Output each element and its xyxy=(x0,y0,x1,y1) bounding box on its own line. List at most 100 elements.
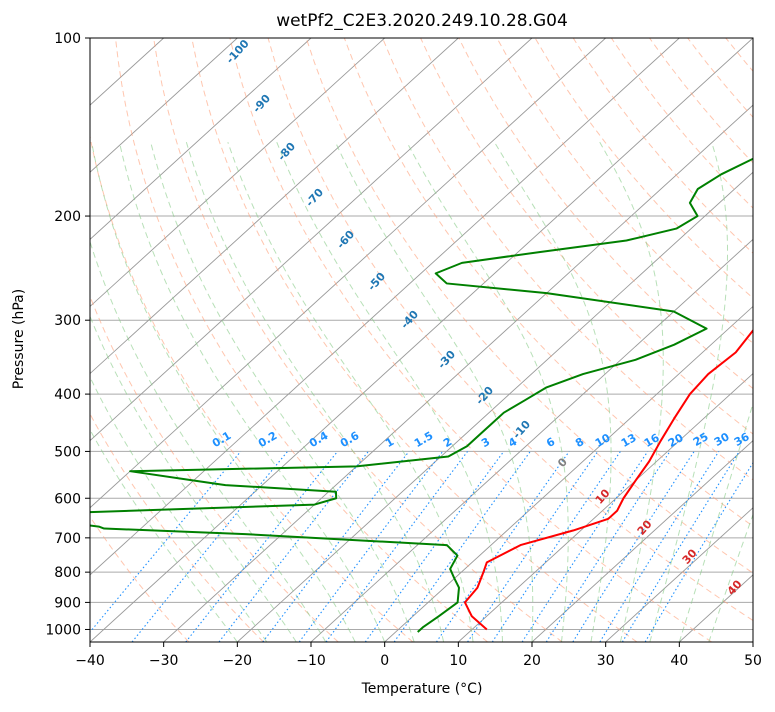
y-tick-label: 700 xyxy=(54,531,81,547)
isotherm-line xyxy=(90,38,753,642)
y-tick-label: 600 xyxy=(54,491,81,507)
dry-adiabat-label: -50 xyxy=(365,270,388,294)
mixing-ratio-line xyxy=(185,451,338,642)
dry-adiabat-line xyxy=(534,38,753,299)
mixing-ratio-label: 3 xyxy=(479,435,492,450)
mixing-ratio-line xyxy=(262,451,410,642)
x-tick-label: −10 xyxy=(296,653,326,669)
mixing-ratio-line xyxy=(325,451,468,642)
mixing-ratio-line xyxy=(393,451,531,642)
dry-adiabat-line xyxy=(114,38,488,642)
y-tick-label: 800 xyxy=(54,565,81,581)
mixing-ratio-line xyxy=(491,451,621,642)
moist-adiabat-line xyxy=(150,142,415,642)
moist-adiabat-line xyxy=(708,513,753,642)
y-tick-label: 500 xyxy=(54,444,81,460)
mixing-ratio-line xyxy=(90,451,242,633)
x-tick-label: 30 xyxy=(597,653,615,669)
mixing-ratio-label: 2 xyxy=(441,435,454,450)
mixing-ratio-label: 20 xyxy=(666,431,686,450)
moist-adiabat-label: 40 xyxy=(725,577,745,597)
mixing-ratio-label: 10 xyxy=(593,431,613,450)
mixing-ratio-label: 0.4 xyxy=(307,429,331,450)
x-tick-label: −40 xyxy=(75,653,105,669)
dry-adiabat-label: -100 xyxy=(224,37,252,66)
plot-frame xyxy=(89,37,754,643)
y-tick-label: 300 xyxy=(54,313,81,329)
moist-adiabat-line xyxy=(91,142,356,642)
mixing-ratio-line xyxy=(621,451,740,642)
dry-adiabat-label: -20 xyxy=(473,384,496,408)
dry-adiabat-label: -90 xyxy=(250,92,273,116)
mixing-ratio-label: 0.6 xyxy=(338,429,362,450)
dry-adiabat-label: -70 xyxy=(303,186,326,210)
isotherm-line xyxy=(752,641,753,642)
moist-adiabat-line xyxy=(227,141,474,642)
mixing-ratio-line xyxy=(435,451,570,642)
isotherm-line xyxy=(310,238,753,642)
dry-adiabat-line xyxy=(420,38,753,435)
mixing-ratio-label: 0.2 xyxy=(256,429,279,450)
mixing-ratio-label: 25 xyxy=(691,430,711,449)
dry-adiabat-line xyxy=(649,38,753,164)
mixing-ratio-line xyxy=(521,451,649,642)
dry-adiabat-label: -40 xyxy=(398,308,421,332)
dry-adiabat-line xyxy=(725,38,753,72)
mixing-ratio-line xyxy=(298,451,444,642)
dry-adiabat-line xyxy=(764,38,775,642)
x-tick-label: −20 xyxy=(223,653,253,669)
dry-adiabat-line xyxy=(267,38,753,622)
isotherm-line xyxy=(531,440,753,642)
moist-adiabat-line xyxy=(185,142,445,642)
moist-adiabat-line xyxy=(276,141,504,642)
dewpoint-profile-line xyxy=(90,157,753,633)
y-tick-label: 100 xyxy=(54,31,81,47)
dry-adiabat-label: -60 xyxy=(334,228,357,252)
isotherm-line xyxy=(384,305,753,642)
mixing-ratio-line xyxy=(131,451,289,642)
y-tick-label: 400 xyxy=(54,387,81,403)
isotherm-line xyxy=(90,38,459,375)
moist-adiabat-line xyxy=(406,141,569,642)
isotherm-line xyxy=(163,104,753,642)
dry-adiabat-line xyxy=(153,38,563,642)
mixing-ratio-label: 6 xyxy=(544,435,557,450)
moist-adiabat-label: 20 xyxy=(635,517,655,537)
moist-adiabat-line xyxy=(678,401,753,642)
chart-title: wetPf2_C2E3.2020.249.10.28.G04 xyxy=(276,11,568,31)
isotherm-line xyxy=(458,372,753,642)
y-axis-label: Pressure (hPa) xyxy=(11,289,27,389)
dry-adiabat-line xyxy=(90,515,190,642)
x-tick-label: 0 xyxy=(380,653,389,669)
moist-adiabat-line xyxy=(649,142,729,642)
isotherm-line xyxy=(90,38,238,173)
x-tick-label: 20 xyxy=(523,653,541,669)
dry-adiabat-line xyxy=(687,38,753,118)
moist-adiabat-label: 30 xyxy=(680,546,700,566)
dry-adiabat-line xyxy=(305,38,753,574)
plot-area: -100-90-80-70-60-50-40-30-20-100.1 0.2 0.4… xyxy=(90,37,775,642)
mixing-ratio-line xyxy=(599,451,720,642)
isotherm-line xyxy=(90,38,606,509)
dry-adiabat-line xyxy=(90,412,264,642)
dry-adiabat-line xyxy=(191,38,638,642)
moist-adiabat-line xyxy=(335,141,534,642)
mixing-ratio-label: 1.5 xyxy=(412,429,435,450)
x-tick-label: 10 xyxy=(449,653,467,669)
temperature-profile-line xyxy=(463,328,753,631)
mixing-ratio-label: 13 xyxy=(619,431,639,450)
moist-adiabat-line xyxy=(599,141,664,642)
moist-adiabat-line xyxy=(494,141,612,642)
isotherm-line xyxy=(90,38,533,442)
x-tick-label: 50 xyxy=(744,653,762,669)
dry-adiabat-line xyxy=(229,38,713,642)
moist-adiabat-line xyxy=(90,240,327,642)
mixing-ratio-line xyxy=(218,451,369,642)
isotherm-line xyxy=(90,38,385,308)
mixing-ratio-label: 36 xyxy=(732,430,752,449)
moist-adiabat-line xyxy=(118,142,386,642)
isotherm-line xyxy=(237,171,753,642)
y-tick-label: 200 xyxy=(54,209,81,225)
